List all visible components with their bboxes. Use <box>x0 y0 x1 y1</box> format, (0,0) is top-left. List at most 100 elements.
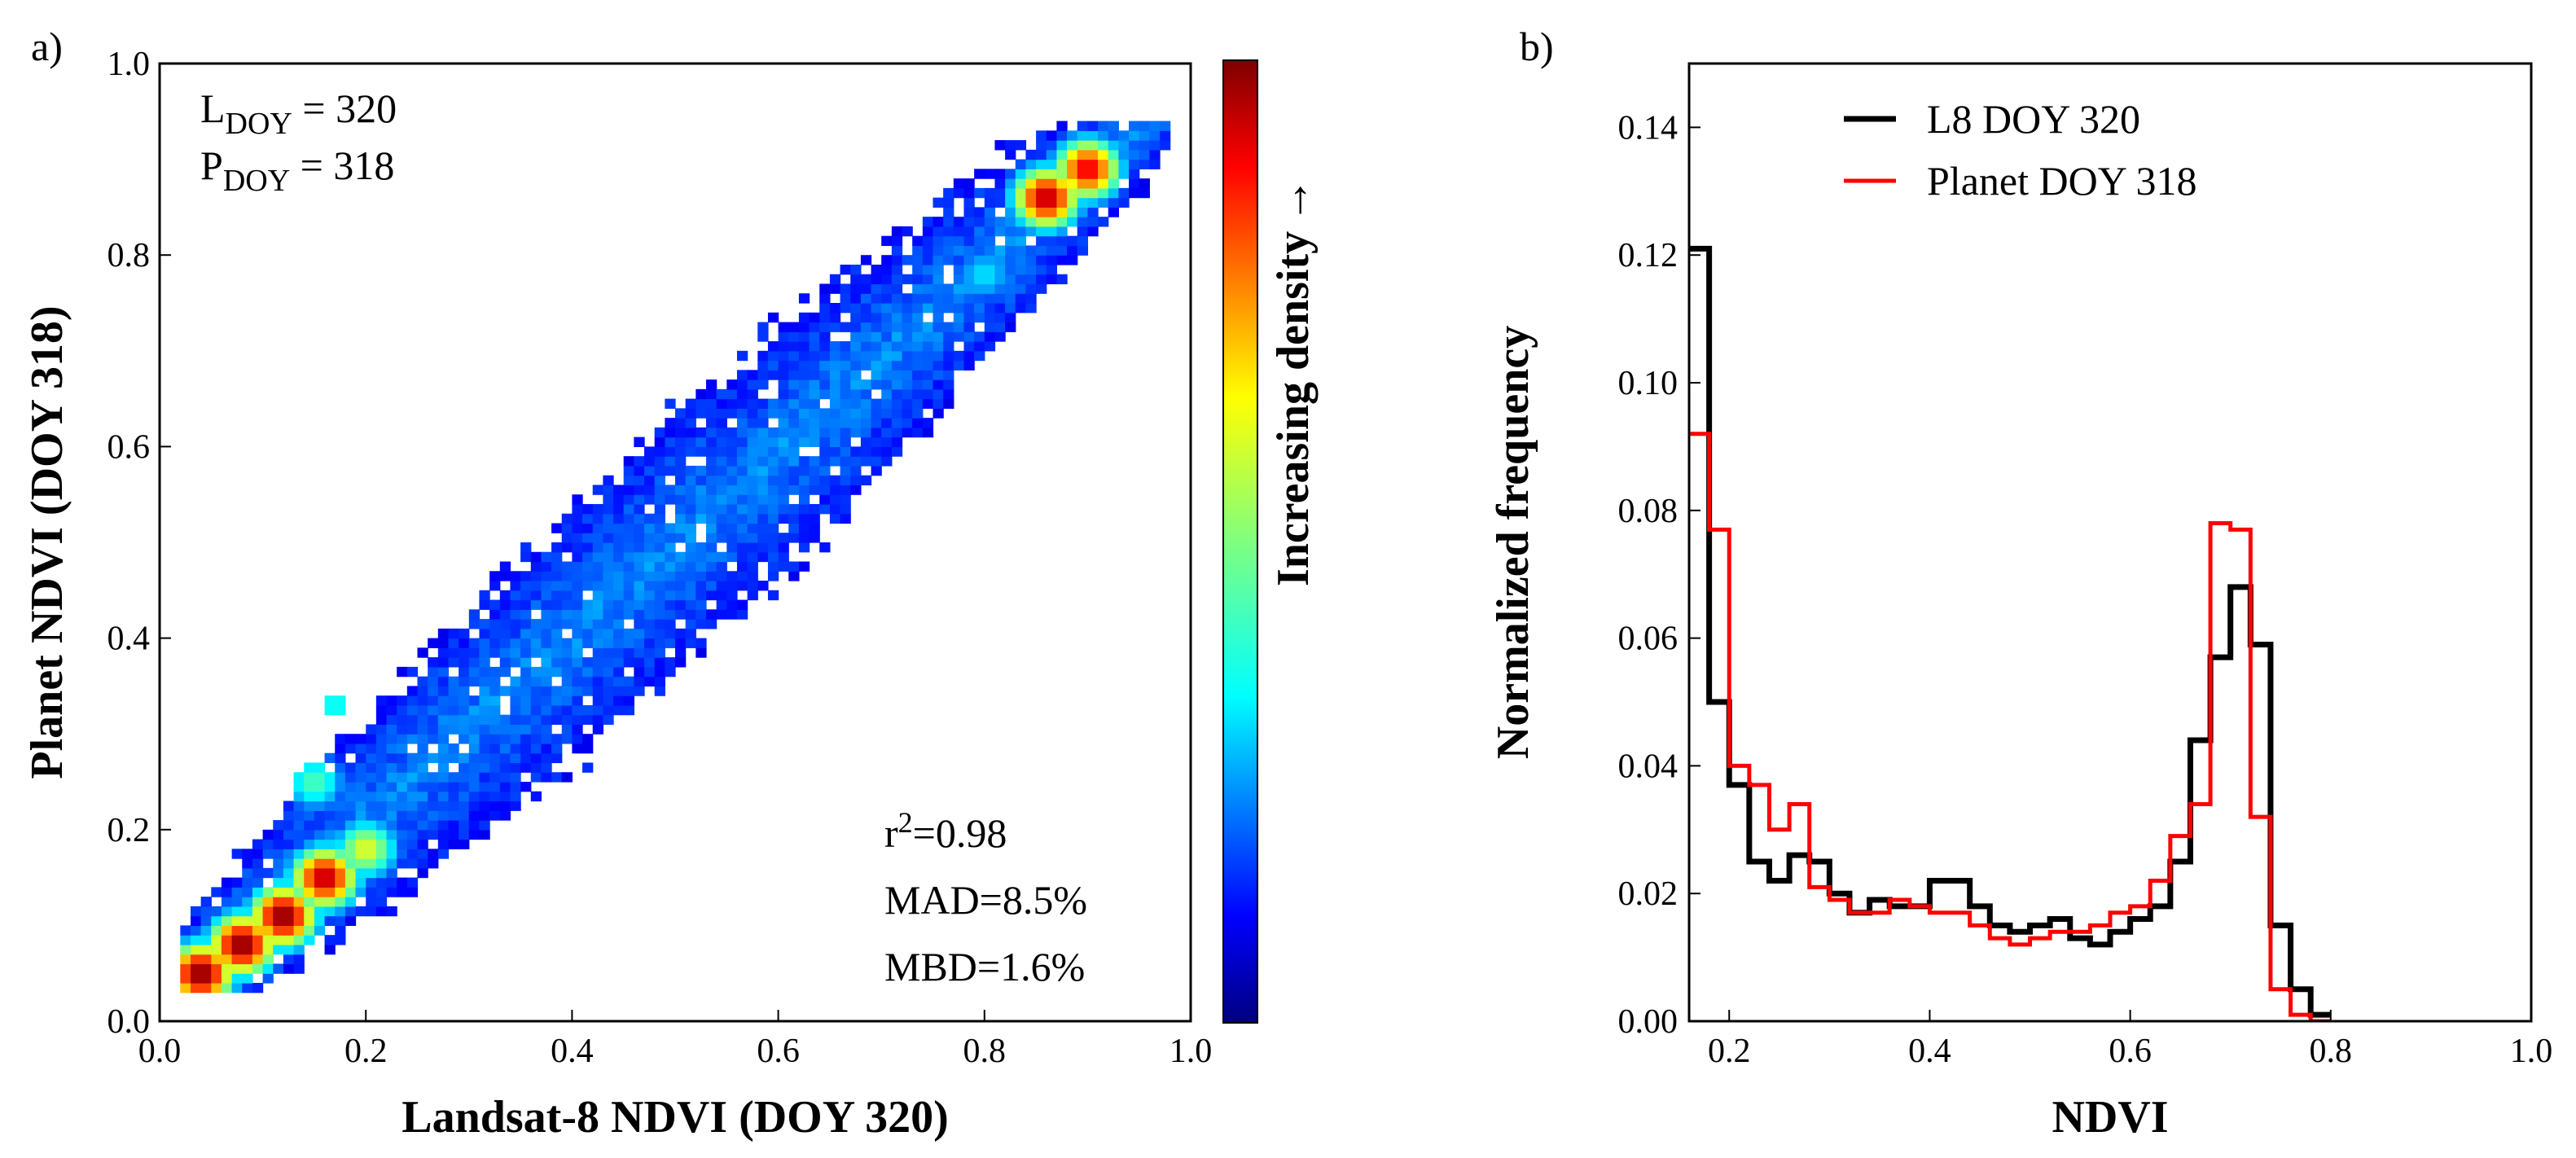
density-cell <box>221 944 233 955</box>
density-cell <box>902 331 913 342</box>
density-cell <box>417 772 428 783</box>
density-cell <box>685 523 696 533</box>
density-cell <box>974 293 985 304</box>
density-cell <box>1046 130 1058 141</box>
density-cell <box>386 820 397 831</box>
density-cell <box>489 666 501 678</box>
density-cell <box>1005 169 1016 179</box>
density-cell <box>541 609 552 620</box>
density-cell <box>520 599 532 610</box>
density-cell <box>386 714 397 726</box>
density-cell <box>510 714 521 726</box>
density-cell <box>1005 178 1016 189</box>
density-cell <box>654 628 665 639</box>
density-cell <box>1005 197 1016 208</box>
density-cell <box>716 456 727 467</box>
density-cell <box>489 581 501 591</box>
density-cell <box>953 312 965 323</box>
density-cell <box>963 293 975 304</box>
density-cell <box>1025 245 1037 256</box>
density-cell <box>366 743 377 754</box>
density-cell <box>561 676 573 686</box>
density-cell <box>613 561 625 572</box>
density-cell <box>1087 169 1099 179</box>
density-cell <box>375 877 388 888</box>
density-cell <box>386 867 397 879</box>
density-cell <box>809 370 820 380</box>
density-cell <box>293 897 305 907</box>
density-cell <box>881 312 893 323</box>
density-cell <box>747 533 758 543</box>
density-cell <box>696 503 707 515</box>
density-cell <box>510 704 521 716</box>
density-cell <box>747 561 758 572</box>
density-cell <box>819 370 831 380</box>
density-cell <box>736 609 748 620</box>
density-cell <box>850 379 862 390</box>
density-cell <box>665 427 676 438</box>
density-cell <box>541 695 552 706</box>
density-cell <box>819 303 831 314</box>
density-cell <box>344 897 357 907</box>
y-tick-label-b: 0.00 <box>1618 1003 1679 1041</box>
density-cell <box>705 475 718 486</box>
density-cell <box>592 647 603 658</box>
scatter-panel-a: a) 0.0 0.2 0.4 0.6 0.8 1.00.00.20.40.60.81.0 … <box>22 24 1319 1143</box>
density-cell <box>840 418 851 428</box>
x-tick-label-b: 0.6 <box>2109 1033 2152 1070</box>
density-cell <box>510 619 521 629</box>
density-cell <box>499 590 511 601</box>
density-cell <box>459 762 470 773</box>
density-cell <box>871 350 882 362</box>
density-cell <box>757 379 769 390</box>
density-cell <box>1025 226 1037 237</box>
density-cell <box>696 581 707 591</box>
density-cell <box>974 187 985 199</box>
density-cell <box>1036 207 1047 217</box>
density-cell <box>788 571 800 581</box>
density-cell <box>871 331 882 342</box>
density-cell <box>819 475 831 486</box>
density-cell <box>335 772 346 783</box>
density-cell <box>778 465 789 476</box>
density-cell <box>459 772 470 783</box>
density-cell <box>994 255 1006 265</box>
density-cell <box>324 858 336 869</box>
density-cell <box>675 523 687 533</box>
density-cell <box>757 523 769 533</box>
density-cell <box>974 350 985 362</box>
density-cell <box>922 255 934 265</box>
density-cell <box>726 523 738 533</box>
density-cell <box>933 398 944 409</box>
density-cell <box>788 360 800 371</box>
density-cell <box>881 418 893 428</box>
density-cell <box>840 475 851 486</box>
density-cell <box>654 619 665 629</box>
y-tick-label-b: 0.14 <box>1618 109 1679 147</box>
density-cell <box>696 388 707 400</box>
density-cell <box>943 350 954 362</box>
density-cell <box>757 398 769 409</box>
density-cell <box>1067 159 1078 169</box>
density-cell <box>933 217 944 227</box>
density-cell <box>489 810 501 821</box>
density-cell <box>262 829 274 840</box>
density-cell <box>675 427 687 438</box>
density-cell <box>902 274 913 285</box>
density-cell <box>468 772 481 783</box>
density-cell <box>644 619 656 629</box>
density-cell <box>262 925 274 936</box>
density-cell <box>798 523 810 533</box>
density-cell <box>788 341 800 352</box>
density-cell <box>788 513 800 524</box>
density-cell <box>355 772 366 783</box>
density-cell <box>1025 283 1037 294</box>
density-cell <box>757 503 769 515</box>
density-cell <box>572 561 583 572</box>
density-cell <box>953 350 965 362</box>
density-cell <box>809 533 820 543</box>
density-cell <box>819 542 831 553</box>
y-tick-label-b: 0.06 <box>1618 621 1679 658</box>
density-cell <box>685 609 696 620</box>
density-cell <box>572 542 583 553</box>
